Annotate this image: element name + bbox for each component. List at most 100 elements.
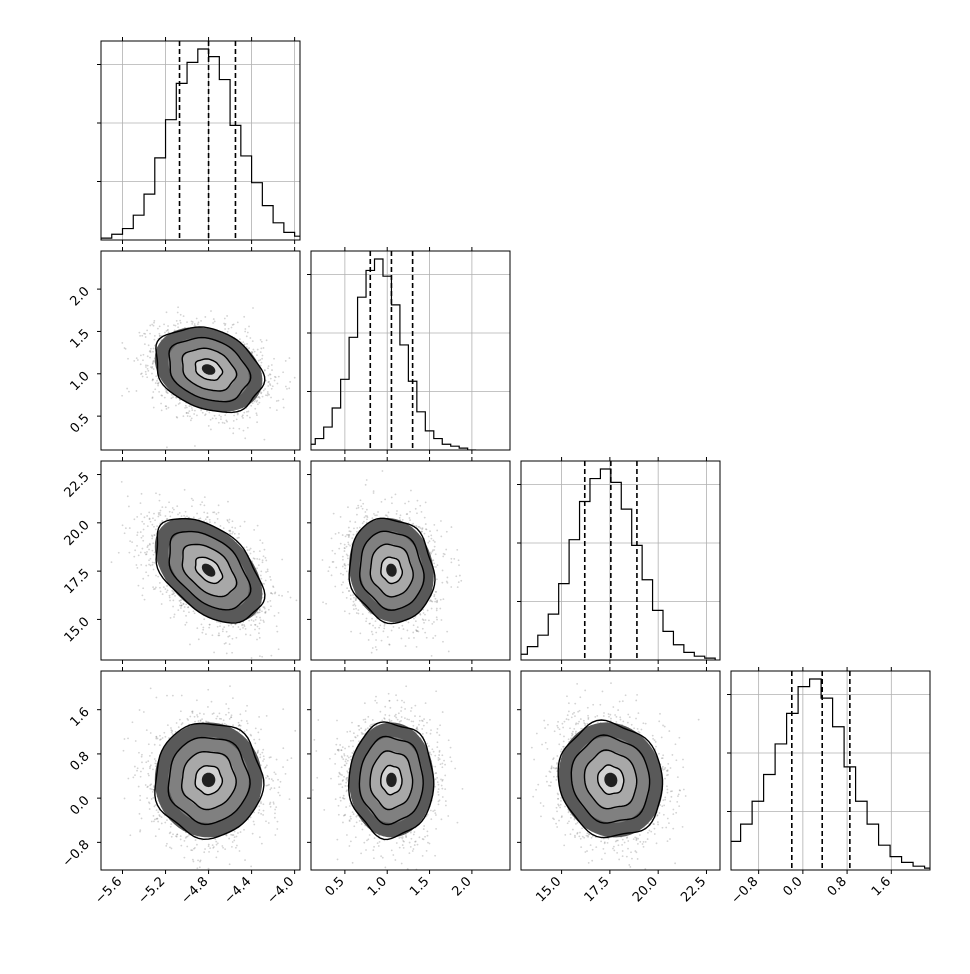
sample-point xyxy=(139,775,142,778)
histogram-bin xyxy=(187,62,198,240)
sample-point xyxy=(250,619,253,621)
sample-point xyxy=(258,636,261,639)
sample-point xyxy=(346,554,349,557)
sample-point xyxy=(429,599,432,602)
sample-point xyxy=(243,411,246,414)
sample-point xyxy=(138,812,141,815)
sample-point xyxy=(662,768,664,771)
sample-point xyxy=(232,531,234,533)
sample-point xyxy=(425,731,428,734)
sample-point xyxy=(612,706,615,708)
sample-point xyxy=(678,805,681,807)
sample-point xyxy=(370,651,373,654)
sample-point xyxy=(182,315,185,317)
sample-point xyxy=(266,600,269,603)
sample-point xyxy=(252,820,255,823)
sample-point xyxy=(246,342,248,345)
sample-point xyxy=(603,842,606,845)
sample-point xyxy=(192,610,195,613)
sample-point xyxy=(248,549,251,551)
sample-point xyxy=(383,717,386,720)
sample-point xyxy=(175,319,178,322)
histogram-bin xyxy=(123,229,134,240)
sample-point xyxy=(579,831,581,834)
sample-point xyxy=(146,786,149,789)
sample-point xyxy=(232,419,235,422)
sample-point xyxy=(575,722,578,725)
sample-point xyxy=(147,785,149,788)
sample-point xyxy=(231,323,234,326)
sample-point xyxy=(671,790,673,793)
sample-point xyxy=(412,631,415,634)
sample-point xyxy=(381,719,384,722)
sample-point xyxy=(439,763,442,766)
sample-point xyxy=(208,518,211,521)
contour-line xyxy=(181,543,238,598)
sample-point xyxy=(430,600,433,603)
sample-point xyxy=(653,827,656,830)
sample-point xyxy=(269,805,272,808)
sample-point xyxy=(177,726,180,729)
x-tick-label: 0.8 xyxy=(825,874,850,899)
sample-point xyxy=(353,825,356,828)
sample-point xyxy=(414,840,417,843)
sample-point xyxy=(587,714,589,717)
sample-point xyxy=(663,768,666,771)
sample-point xyxy=(275,400,278,402)
sample-point xyxy=(147,774,150,777)
sample-point xyxy=(197,720,200,722)
sample-point xyxy=(266,774,269,777)
sample-point xyxy=(154,382,157,384)
sample-point xyxy=(272,802,275,805)
sample-point xyxy=(343,814,346,817)
sample-point xyxy=(166,585,168,587)
sample-point xyxy=(682,758,684,761)
sample-point xyxy=(337,775,340,778)
sample-point xyxy=(176,311,179,314)
sample-point xyxy=(169,617,172,619)
sample-point xyxy=(159,334,161,337)
sample-point xyxy=(230,833,232,836)
sample-point xyxy=(196,323,199,326)
sample-point xyxy=(430,818,433,821)
sample-point xyxy=(655,745,657,748)
sample-point xyxy=(336,737,339,740)
histogram-bin xyxy=(241,156,252,240)
sample-point xyxy=(345,778,348,781)
sample-point xyxy=(359,499,362,502)
sample-point xyxy=(390,849,393,852)
sample-point xyxy=(269,377,272,380)
sample-point xyxy=(263,548,266,551)
sample-point xyxy=(238,724,241,727)
sample-point xyxy=(259,338,262,341)
sample-point xyxy=(346,533,348,536)
sample-point xyxy=(203,713,205,715)
sample-point xyxy=(295,599,298,602)
contour-line xyxy=(380,556,403,585)
sample-point xyxy=(140,492,143,495)
sample-point xyxy=(339,572,342,575)
sample-point xyxy=(433,809,436,812)
contour-line xyxy=(347,721,435,841)
sample-point xyxy=(613,849,616,852)
sample-point xyxy=(171,593,174,596)
sample-point xyxy=(342,794,345,797)
sample-point xyxy=(656,814,659,817)
sample-point xyxy=(225,703,228,705)
sample-point xyxy=(586,706,589,709)
sample-point xyxy=(231,697,234,700)
sample-point xyxy=(183,839,186,842)
sample-point xyxy=(276,820,279,823)
histogram-panel-1 xyxy=(97,37,301,244)
sample-point xyxy=(348,535,350,537)
sample-point xyxy=(618,858,621,861)
sample-point xyxy=(339,773,342,776)
sample-point xyxy=(286,759,289,762)
sample-point xyxy=(151,379,154,382)
sample-point xyxy=(383,627,386,630)
sample-point xyxy=(274,808,277,811)
sample-point xyxy=(277,648,280,651)
sample-point xyxy=(383,718,386,720)
contour-line xyxy=(194,358,224,382)
sample-point xyxy=(436,741,439,744)
